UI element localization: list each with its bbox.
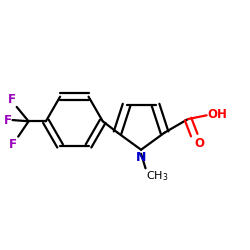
Text: N: N	[136, 151, 146, 164]
Text: F: F	[9, 138, 17, 150]
Text: CH$_3$: CH$_3$	[146, 170, 169, 183]
Text: F: F	[8, 93, 16, 106]
Text: F: F	[4, 114, 12, 126]
Text: OH: OH	[207, 108, 227, 121]
Text: O: O	[195, 137, 205, 150]
